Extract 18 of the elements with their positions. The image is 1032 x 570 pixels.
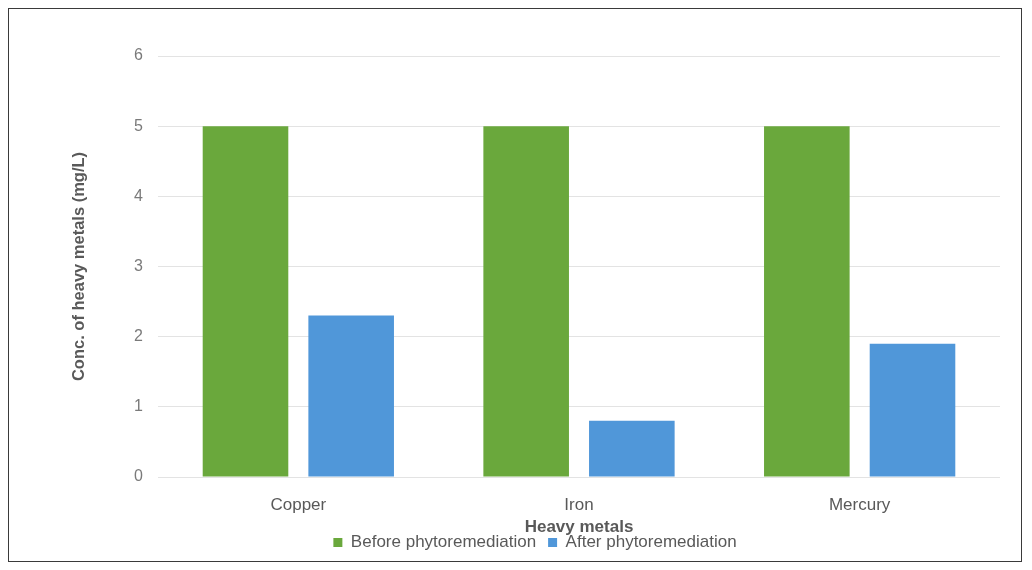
y-tick-label: 4 [134, 186, 144, 204]
y-tick-label: 6 [134, 46, 144, 64]
y-axis-title: Conc. of heavy metals (mg/L) [69, 151, 88, 382]
legend-label: Before phytoremediation [350, 532, 537, 552]
bar [869, 343, 956, 477]
y-tick-label: 3 [134, 256, 144, 274]
x-tick-label: Mercury [828, 494, 891, 514]
x-tick-label: Copper [270, 494, 327, 514]
y-tick-label: 1 [134, 397, 144, 415]
bar [483, 126, 569, 477]
y-tick-label: 2 [134, 327, 144, 345]
y-tick-label: 5 [134, 116, 144, 134]
bar [308, 315, 394, 477]
bar [202, 126, 289, 477]
bar [764, 126, 850, 477]
y-tick-label: 0 [134, 467, 144, 485]
bar [589, 420, 675, 477]
x-tick-label: Iron [564, 494, 594, 514]
